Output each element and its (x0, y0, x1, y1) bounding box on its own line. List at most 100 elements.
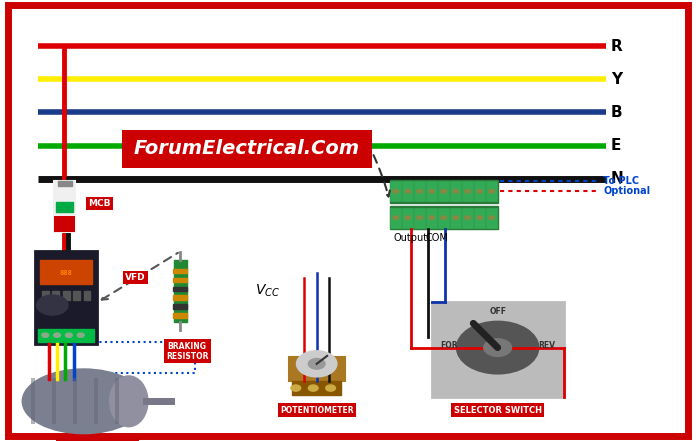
Text: Y: Y (611, 72, 622, 87)
Bar (414, 181, 425, 201)
Text: REV: REV (538, 341, 555, 350)
Bar (390, 206, 498, 229)
Text: Optional: Optional (603, 186, 651, 195)
Circle shape (465, 216, 470, 220)
Circle shape (417, 216, 422, 220)
Text: ForumElectrical.Com: ForumElectrical.Com (134, 139, 360, 158)
Circle shape (65, 333, 72, 337)
Bar (289, 357, 345, 381)
Circle shape (477, 216, 482, 220)
Bar (292, 381, 341, 395)
Bar (63, 291, 70, 300)
Circle shape (484, 339, 512, 356)
Circle shape (326, 385, 335, 391)
Text: BRAKING
RESISTOR: BRAKING RESISTOR (166, 342, 209, 361)
Bar (438, 208, 449, 228)
Bar (58, 181, 72, 186)
Bar (390, 181, 401, 201)
Bar (56, 202, 73, 212)
Circle shape (308, 385, 318, 391)
Text: Output: Output (393, 233, 427, 243)
Text: R: R (611, 39, 623, 54)
Bar (462, 181, 473, 201)
Circle shape (291, 385, 301, 391)
Circle shape (429, 216, 434, 220)
Bar (73, 378, 77, 424)
Text: B: B (611, 105, 623, 120)
Circle shape (417, 190, 422, 193)
Bar (115, 378, 119, 424)
Circle shape (37, 295, 68, 315)
Bar (475, 208, 485, 228)
Ellipse shape (22, 370, 145, 433)
Text: MCB: MCB (88, 199, 111, 208)
Bar (31, 378, 35, 424)
Bar (173, 269, 187, 273)
Bar (35, 251, 97, 344)
Circle shape (405, 190, 411, 193)
Circle shape (441, 216, 447, 220)
Circle shape (308, 359, 325, 369)
Text: POTENTIOMETER: POTENTIOMETER (280, 406, 354, 415)
Text: 888: 888 (60, 269, 72, 276)
Bar (173, 287, 187, 291)
Text: $V_{CC}$: $V_{CC}$ (255, 283, 280, 299)
Bar (42, 291, 49, 300)
Bar (73, 291, 80, 300)
Text: To PLC: To PLC (603, 176, 640, 186)
Circle shape (453, 216, 459, 220)
Circle shape (429, 190, 434, 193)
Ellipse shape (109, 376, 148, 427)
Bar (173, 304, 187, 309)
Text: VFD: VFD (125, 273, 146, 282)
Bar (390, 208, 401, 228)
Bar (427, 208, 437, 228)
Bar (427, 181, 437, 201)
Bar (52, 291, 59, 300)
Bar (38, 329, 94, 342)
Bar (402, 208, 413, 228)
Bar (54, 216, 75, 232)
Circle shape (489, 216, 494, 220)
Bar (173, 278, 187, 282)
Bar (84, 291, 90, 300)
Text: COM: COM (426, 233, 449, 243)
Circle shape (441, 190, 447, 193)
Bar (174, 260, 187, 322)
Bar (487, 208, 497, 228)
Circle shape (453, 190, 459, 193)
Bar (438, 181, 449, 201)
Bar (173, 295, 187, 300)
Circle shape (297, 351, 336, 376)
Circle shape (457, 322, 538, 373)
Circle shape (77, 333, 84, 337)
Bar (54, 181, 75, 232)
Bar (450, 181, 461, 201)
Text: E: E (611, 138, 622, 153)
Circle shape (405, 216, 411, 220)
Circle shape (54, 333, 61, 337)
Text: FOR: FOR (440, 341, 458, 350)
Circle shape (393, 216, 399, 220)
Bar (122, 130, 372, 168)
Bar (487, 181, 497, 201)
Text: SELECTOR SWITCH: SELECTOR SWITCH (454, 406, 541, 415)
Bar (450, 208, 461, 228)
Bar (173, 313, 187, 318)
Circle shape (465, 190, 470, 193)
Bar (52, 378, 56, 424)
Bar (432, 302, 564, 397)
Bar (94, 378, 98, 424)
Bar (462, 208, 473, 228)
Bar (402, 181, 413, 201)
Bar (40, 260, 92, 284)
Bar (414, 208, 425, 228)
Circle shape (42, 333, 49, 337)
Bar (475, 181, 485, 201)
Text: N: N (611, 171, 624, 186)
Circle shape (477, 190, 482, 193)
Text: OFF: OFF (489, 307, 506, 316)
Bar (390, 179, 498, 203)
Circle shape (393, 190, 399, 193)
Circle shape (489, 190, 494, 193)
